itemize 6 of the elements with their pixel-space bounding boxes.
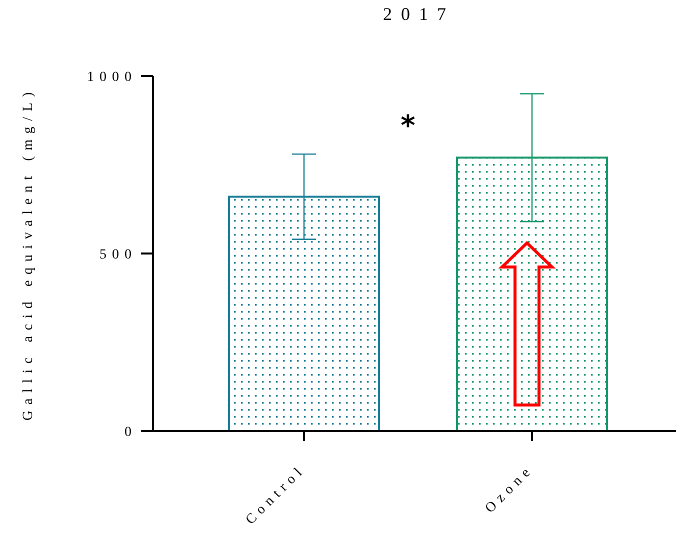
y-tick-label: 500 — [100, 247, 137, 262]
y-axis-title: Gallic acid equivalent (mg/L) — [20, 86, 36, 421]
chart-title: 2017 — [382, 4, 456, 25]
y-tick-label: 1000 — [87, 70, 137, 85]
annotation: * — [400, 108, 416, 142]
y-tick-label: 0 — [124, 424, 137, 440]
